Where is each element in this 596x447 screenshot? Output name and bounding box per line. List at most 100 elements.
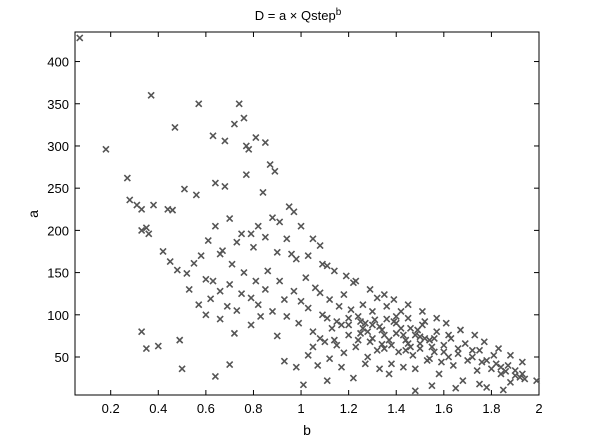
data-point-marker bbox=[376, 365, 384, 373]
data-point-marker bbox=[323, 262, 331, 270]
data-point-marker bbox=[490, 351, 498, 359]
data-point-marker bbox=[230, 120, 238, 128]
data-point-marker bbox=[440, 341, 448, 349]
data-point-marker bbox=[452, 384, 460, 392]
data-point-marker bbox=[337, 363, 346, 371]
data-point-marker bbox=[373, 346, 381, 354]
data-point-marker bbox=[414, 326, 422, 334]
data-point-marker bbox=[149, 201, 158, 209]
data-point-marker bbox=[271, 167, 279, 175]
x-tick-label: 1.8 bbox=[482, 401, 500, 416]
data-point-marker bbox=[356, 329, 365, 337]
data-point-marker bbox=[399, 363, 407, 371]
data-point-marker bbox=[354, 312, 362, 321]
data-point-marker bbox=[430, 334, 438, 343]
data-point-marker bbox=[254, 222, 262, 230]
data-point-marker bbox=[404, 301, 412, 309]
data-point-marker bbox=[340, 349, 348, 357]
y-tick-label: 150 bbox=[47, 266, 69, 281]
data-point-marker bbox=[318, 260, 327, 268]
data-point-marker bbox=[261, 285, 269, 294]
data-point-marker bbox=[368, 334, 377, 343]
data-point-marker bbox=[411, 331, 419, 339]
data-point-marker bbox=[247, 321, 255, 329]
data-point-marker bbox=[345, 331, 353, 339]
data-point-marker bbox=[399, 331, 407, 339]
data-point-marker bbox=[406, 343, 415, 351]
data-point-marker bbox=[468, 346, 476, 354]
data-point-marker bbox=[475, 380, 484, 388]
data-point-marker bbox=[364, 353, 372, 361]
data-point-marker bbox=[318, 311, 327, 319]
data-point-marker bbox=[340, 290, 348, 299]
x-tick-label: 0.2 bbox=[102, 401, 120, 416]
data-point-marker bbox=[387, 341, 396, 349]
data-point-marker bbox=[252, 133, 260, 142]
data-point-marker bbox=[480, 338, 488, 346]
data-point-marker bbox=[247, 294, 255, 302]
data-point-marker bbox=[333, 341, 341, 349]
data-point-marker bbox=[302, 274, 310, 282]
data-point-marker bbox=[190, 259, 198, 267]
data-point-marker bbox=[309, 235, 317, 243]
data-point-marker bbox=[311, 284, 319, 292]
data-point-marker bbox=[159, 247, 167, 256]
data-point-marker bbox=[349, 374, 357, 382]
data-point-marker bbox=[459, 377, 467, 385]
data-point-marker bbox=[330, 336, 338, 344]
data-point-marker bbox=[378, 340, 386, 348]
data-point-marker bbox=[468, 353, 476, 361]
data-point-marker bbox=[511, 366, 519, 375]
data-point-marker bbox=[245, 145, 253, 153]
data-point-marker bbox=[473, 366, 481, 375]
data-point-marker bbox=[347, 306, 355, 314]
data-point-marker bbox=[266, 160, 274, 169]
data-point-marker bbox=[237, 290, 246, 298]
data-point-marker bbox=[352, 343, 360, 351]
data-point-marker bbox=[252, 277, 260, 285]
data-point-marker bbox=[442, 319, 450, 327]
data-point-marker bbox=[218, 247, 227, 255]
data-point-marker bbox=[216, 287, 224, 295]
data-point-marker bbox=[176, 336, 184, 344]
data-point-marker bbox=[409, 351, 417, 359]
data-point-marker bbox=[197, 252, 205, 260]
data-point-marker bbox=[273, 248, 281, 256]
data-point-marker bbox=[361, 319, 369, 327]
data-point-marker bbox=[299, 381, 307, 389]
data-point-marker bbox=[209, 132, 217, 140]
data-point-marker bbox=[390, 296, 398, 304]
y-tick-label: 250 bbox=[47, 181, 69, 196]
data-point-marker bbox=[142, 345, 150, 353]
data-point-marker bbox=[138, 205, 146, 213]
data-point-marker bbox=[392, 312, 400, 321]
data-point-marker bbox=[385, 336, 393, 344]
data-point-marker bbox=[314, 361, 322, 370]
data-point-marker bbox=[211, 179, 219, 187]
data-point-marker bbox=[387, 360, 396, 368]
data-point-marker bbox=[416, 333, 424, 341]
x-axis-ticks: 0.2 0.4 0.6 0.8 1 1.2 1.4 1.6 1.8 2 bbox=[102, 32, 543, 416]
data-point-marker bbox=[392, 319, 400, 327]
data-point-marker bbox=[328, 324, 336, 332]
x-tick-label: 0.4 bbox=[149, 401, 167, 416]
data-point-marker bbox=[273, 332, 281, 340]
data-point-marker bbox=[518, 358, 526, 366]
data-point-marker bbox=[138, 328, 146, 336]
data-point-marker bbox=[202, 275, 210, 283]
data-point-marker bbox=[316, 242, 324, 250]
data-point-marker bbox=[316, 334, 324, 343]
data-point-marker bbox=[309, 343, 317, 351]
data-point-marker bbox=[342, 272, 350, 280]
data-point-marker bbox=[202, 311, 210, 319]
data-point-marker bbox=[335, 302, 343, 310]
data-point-marker bbox=[207, 295, 215, 303]
data-point-marker bbox=[147, 91, 155, 99]
data-point-marker bbox=[368, 307, 377, 315]
data-point-marker bbox=[254, 301, 262, 309]
data-point-marker bbox=[368, 321, 377, 329]
data-point-marker bbox=[211, 222, 219, 230]
data-point-marker bbox=[499, 386, 507, 394]
data-point-marker bbox=[304, 351, 312, 359]
data-point-marker bbox=[154, 342, 162, 350]
